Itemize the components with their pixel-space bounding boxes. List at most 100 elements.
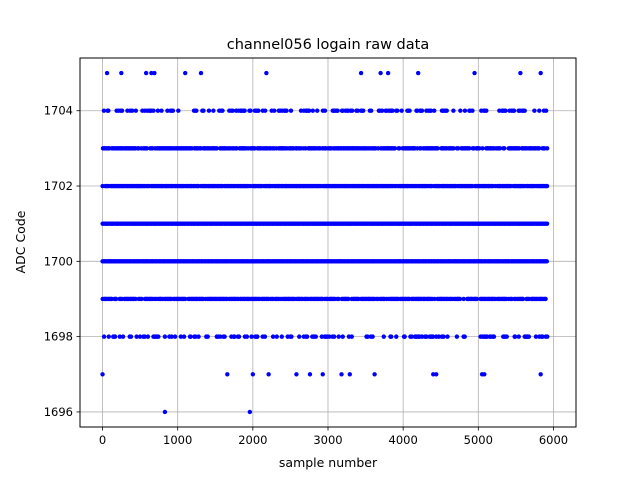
data-point [244, 334, 250, 339]
x-tick-label: 5000 [464, 433, 493, 447]
data-point [255, 334, 260, 339]
data-point [537, 108, 542, 113]
data-point [106, 108, 111, 113]
data-point [198, 70, 204, 76]
data-point [262, 334, 268, 339]
data-point [266, 372, 271, 377]
data-point [211, 108, 216, 113]
data-point [451, 108, 456, 113]
data-point [133, 108, 139, 113]
data-point [176, 108, 181, 113]
data-point [162, 334, 168, 339]
data-point [294, 372, 299, 377]
data-point [543, 108, 549, 113]
data-point [304, 334, 310, 339]
data-point [457, 296, 463, 302]
data-point [503, 108, 508, 113]
data-point [206, 108, 212, 113]
data-point [297, 334, 302, 339]
data-point [225, 372, 230, 377]
data-point [134, 334, 139, 339]
data-point [106, 334, 111, 339]
data-point [431, 372, 436, 377]
data-point [279, 334, 285, 339]
data-point [120, 334, 126, 339]
data-point [315, 108, 320, 113]
data-point [288, 108, 294, 113]
data-point [119, 70, 124, 76]
data-point [435, 146, 440, 151]
data-point [461, 296, 466, 302]
data-point [349, 108, 355, 113]
data-point [113, 296, 119, 302]
data-point [340, 334, 345, 339]
x-tick-label: 3000 [313, 433, 342, 447]
data-point [441, 334, 446, 339]
data-point [520, 296, 526, 302]
data-point [472, 70, 477, 76]
data-point [368, 108, 374, 113]
data-point [436, 334, 442, 339]
data-point [379, 108, 385, 113]
chart-title: channel056 logain raw data [227, 37, 429, 53]
data-point [365, 334, 370, 339]
data-point [390, 108, 395, 113]
data-point [289, 334, 294, 339]
data-point [491, 334, 497, 339]
data-point [392, 146, 398, 151]
data-point [307, 372, 313, 377]
data-point [522, 108, 527, 113]
data-point [370, 334, 375, 339]
data-point [100, 372, 105, 377]
data-point [394, 334, 399, 339]
data-point [385, 70, 391, 76]
data-point [162, 409, 168, 415]
data-point [149, 70, 154, 76]
data-point [544, 183, 550, 189]
x-tick-label: 0 [99, 433, 106, 447]
data-point [284, 108, 289, 113]
data-point [424, 334, 429, 339]
data-point [504, 334, 509, 339]
data-point [152, 70, 157, 76]
data-point [346, 296, 351, 302]
data-point [236, 334, 242, 339]
data-point [402, 334, 407, 339]
data-point [409, 334, 415, 339]
data-point [143, 70, 149, 76]
data-point [336, 296, 341, 302]
data-point [247, 409, 253, 415]
data-point [544, 221, 550, 226]
data-point [196, 334, 201, 339]
data-point [250, 372, 256, 377]
x-tick-label: 2000 [238, 433, 267, 447]
data-point [536, 146, 542, 151]
data-point [248, 108, 253, 113]
data-point [407, 108, 412, 113]
data-point [477, 146, 482, 151]
data-point [451, 146, 456, 151]
data-point [419, 108, 425, 113]
data-point [381, 334, 386, 339]
y-axis-ticks: 1696 1698 1700 1702 1704 [44, 104, 80, 419]
data-point [480, 146, 485, 151]
data-point [128, 334, 134, 339]
y-tick-label: 1698 [44, 330, 73, 344]
data-point [516, 334, 521, 339]
data-point [170, 108, 176, 113]
data-point [454, 334, 460, 339]
data-point [306, 108, 312, 113]
data-point [540, 334, 545, 339]
data-point [270, 334, 276, 339]
data-point [214, 146, 220, 151]
data-point [142, 334, 147, 339]
data-point [274, 334, 279, 339]
data-point [474, 296, 480, 302]
data-point [101, 334, 107, 339]
data-point [327, 334, 332, 339]
data-point [378, 70, 383, 76]
data-point [526, 334, 532, 339]
data-point [349, 334, 355, 339]
data-point [230, 108, 235, 113]
